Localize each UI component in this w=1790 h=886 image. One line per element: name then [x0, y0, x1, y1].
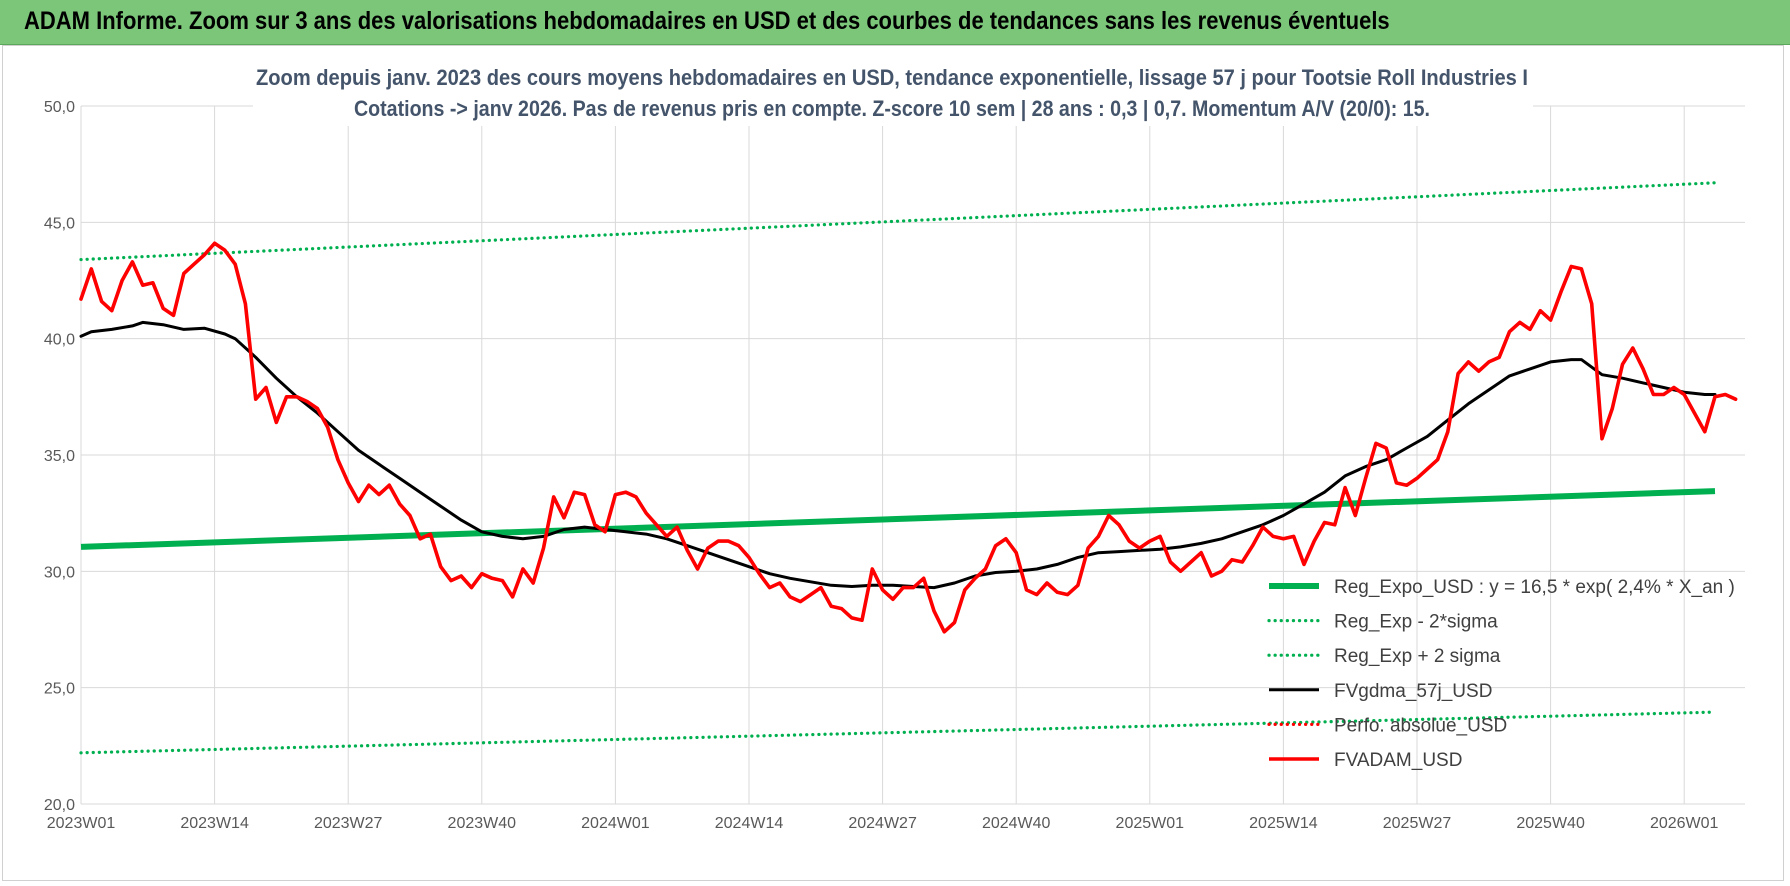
report-title: ADAM Informe. Zoom sur 3 ans des valoris…	[24, 7, 1390, 35]
y-tick-label: 50,0	[44, 99, 75, 116]
x-tick-label: 2025W14	[1249, 815, 1318, 832]
x-tick-label: 2025W40	[1516, 815, 1585, 832]
x-tick-label: 2024W40	[982, 815, 1051, 832]
x-tick-label: 2024W14	[715, 815, 784, 832]
y-tick-label: 35,0	[44, 448, 75, 465]
y-tick-label: 40,0	[44, 332, 75, 349]
report-banner: ADAM Informe. Zoom sur 3 ans des valoris…	[0, 0, 1790, 45]
legend-label-0: Reg_Expo_USD : y = 16,5 * exp( 2,4% * X_…	[1334, 577, 1735, 598]
x-tick-label: 2023W40	[448, 815, 517, 832]
x-tick-label: 2023W01	[47, 815, 116, 832]
series-fvadam-usd	[79, 241, 1738, 634]
legend-label-3: FVgdma_57j_USD	[1334, 681, 1492, 702]
x-axis-tick-labels: 2023W01 2023W14 2023W27 2023W40 2024W01 2024W…	[47, 815, 1719, 832]
series-fvgdma-57j-usd	[79, 320, 1717, 590]
x-tick-label: 2024W27	[848, 815, 917, 832]
x-tick-label: 2023W27	[314, 815, 383, 832]
grid-lines	[80, 105, 1745, 805]
x-tick-label: 2026W01	[1650, 815, 1719, 832]
series-reg-exp-minus-2sigma	[79, 710, 1717, 755]
x-tick-label: 2025W27	[1383, 815, 1452, 832]
legend-label-1: Reg_Exp - 2*sigma	[1334, 612, 1498, 633]
y-tick-label: 45,0	[44, 215, 75, 232]
chart-title-line-1: Zoom depuis janv. 2023 des cours moyens …	[256, 65, 1528, 90]
y-tick-label: 20,0	[44, 797, 75, 814]
chart-title-background	[253, 60, 1533, 126]
series-reg-expo-usd	[80, 488, 1716, 550]
series-reg-exp-plus-2sigma	[79, 181, 1717, 262]
chart-frame: 20,0 25,0 30,0 35,0 40,0 45,0 50,0 2023W01 2023…	[2, 45, 1784, 881]
y-tick-label: 25,0	[44, 681, 75, 698]
series-lines	[79, 181, 1738, 755]
legend-label-4: Perfo. absolue_USD	[1334, 715, 1507, 736]
y-axis-tick-labels: 20,0 25,0 30,0 35,0 40,0 45,0 50,0	[44, 99, 75, 814]
y-tick-label: 30,0	[44, 564, 75, 581]
x-tick-label: 2024W01	[581, 815, 650, 832]
chart-title-line-2: Cotations -> janv 2026. Pas de revenus p…	[354, 96, 1430, 121]
legend-label-5: FVADAM_USD	[1334, 750, 1462, 771]
line-chart: 20,025,030,035,040,045,050,0 2023W01 2023…	[44, 60, 1745, 832]
x-tick-label: 2025W01	[1116, 815, 1185, 832]
x-tick-label: 2023W14	[180, 815, 249, 832]
chart-title: Zoom depuis janv. 2023 des cours moyens …	[253, 60, 1533, 126]
legend-label-2: Reg_Exp + 2 sigma	[1334, 646, 1501, 667]
legend: Reg_Expo_USD : y = 16,5 * exp( 2,4% * X_…	[1267, 577, 1735, 771]
